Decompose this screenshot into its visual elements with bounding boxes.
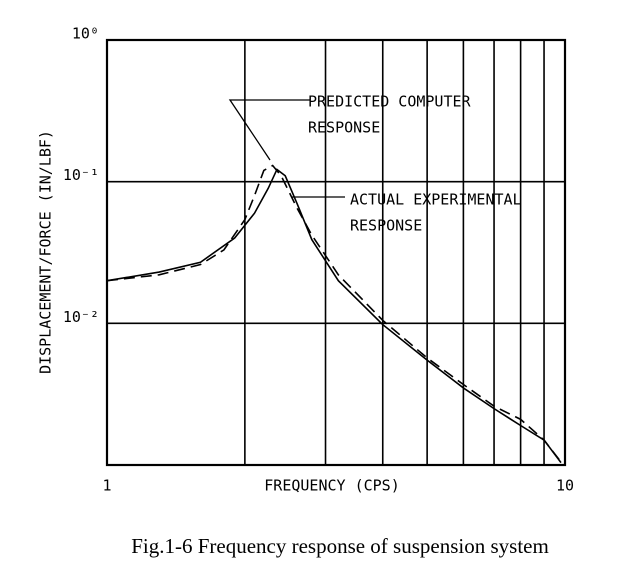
- annotation: ACTUAL EXPERIMENTAL: [350, 191, 522, 209]
- plot-frame: [105, 38, 567, 467]
- series-line: [106, 168, 562, 464]
- y-tick-label: 10⁻¹: [63, 166, 99, 184]
- caption: Fig.1-6 Frequency response of suspension…: [131, 534, 549, 558]
- y-tick-label: 10⁰: [72, 25, 99, 43]
- series-line: [106, 164, 562, 463]
- annotation: PREDICTED COMPUTER: [308, 93, 472, 111]
- x-tick-label: 1: [102, 477, 111, 495]
- y-tick-label: 10⁻²: [63, 308, 99, 326]
- y-axis-label: DISPLACEMENT/FORCE (IN/LBF): [37, 130, 55, 374]
- annotation: RESPONSE: [308, 119, 380, 137]
- x-tick-label: 10: [556, 477, 574, 495]
- x-axis-label: FREQUENCY (CPS): [264, 477, 399, 495]
- leader-line: [228, 99, 310, 161]
- annotation: RESPONSE: [350, 217, 422, 235]
